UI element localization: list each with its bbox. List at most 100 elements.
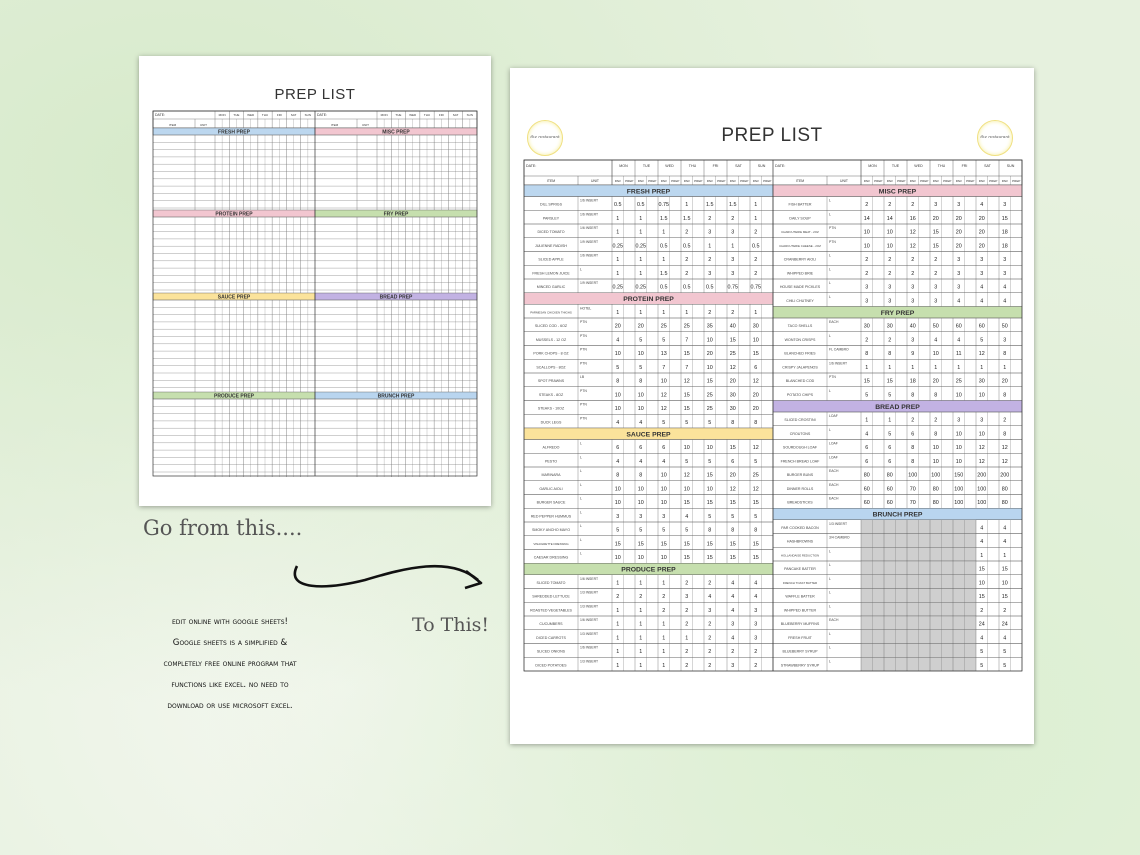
big-day-label: SAT [984, 164, 992, 168]
big-par-value: 10 [684, 445, 690, 451]
big-par-value: 2 [888, 257, 891, 263]
big-par-value: 12 [979, 445, 985, 451]
big-row-unit: L [580, 267, 582, 271]
big-par-value: 30 [979, 379, 985, 385]
big-par-value: 12 [979, 459, 985, 465]
big-par-value: 16 [910, 216, 916, 222]
big-par-value: 2 [685, 580, 688, 586]
big-date-label: DATE: [526, 164, 536, 168]
big-par-value: 8 [616, 473, 619, 479]
big-par-value: 7 [685, 337, 688, 343]
big-par-value: 15 [707, 555, 713, 561]
big-par-value: 12 [684, 379, 690, 385]
big-par-value: 2 [865, 202, 868, 208]
big-day-label: WED [665, 164, 674, 168]
big-par-value: 80 [1002, 486, 1008, 492]
big-par-value: 13 [661, 351, 667, 357]
big-par-value: 15 [684, 541, 690, 547]
big-row-item: DILL SPRIGS [540, 203, 563, 207]
big-par-value: 5 [685, 459, 688, 465]
big-par-value: 70 [910, 486, 916, 492]
big-par-value: 1 [754, 202, 757, 208]
big-section-title: SAUCE PREP [626, 431, 671, 438]
caption-line-3: completely free online program that [163, 659, 297, 669]
big-row-unit: L [580, 552, 582, 556]
big-par-value: 10 [707, 365, 713, 371]
big-par-value: 70 [910, 500, 916, 506]
big-row-item: POTATO CHIPS [787, 393, 814, 397]
big-par-value: 20 [933, 379, 939, 385]
big-par-value: 1 [639, 580, 642, 586]
small-day-label: WED [409, 113, 417, 117]
big-row-unit: LOAF [829, 455, 838, 459]
small-day-label: FRI [277, 113, 282, 117]
big-par-value: 4 [662, 459, 665, 465]
big-par-label: PAR [979, 179, 986, 183]
big-par-value: 8 [731, 528, 734, 534]
big-row-unit: L [829, 334, 831, 338]
big-par-value: 4 [708, 594, 711, 600]
big-par-value: 5 [980, 649, 983, 655]
big-par-value: 18 [1002, 230, 1008, 236]
big-row-item: ALFREDO [543, 446, 560, 450]
big-par-value: 12 [661, 392, 667, 398]
big-par-value: 2 [708, 635, 711, 641]
big-par-value: 4 [731, 580, 734, 586]
big-par-value: 4 [639, 420, 642, 426]
big-par-value: 4 [639, 459, 642, 465]
big-par-value: 5 [639, 528, 642, 534]
big-row-unit: EACH [829, 469, 839, 473]
big-par-value: 2 [1003, 608, 1006, 614]
big-par-value: 6 [662, 445, 665, 451]
big-par-value: 15 [730, 500, 736, 506]
big-par-value: 10 [661, 486, 667, 492]
big-sheet-title: PREP LIST [721, 125, 823, 146]
big-par-value: 6 [731, 459, 734, 465]
big-par-value: 2 [708, 663, 711, 669]
big-par-value: 35 [707, 324, 713, 330]
small-section-title: SAUCE PREP [218, 295, 251, 301]
small-section-title: FRY PREP [384, 212, 409, 218]
big-par-label: PAR [887, 179, 894, 183]
go-from-this-text: Go from this.... [143, 516, 303, 540]
big-row-unit: PTN [580, 320, 587, 324]
big-par-value: 3 [865, 298, 868, 304]
big-par-value: 5 [708, 420, 711, 426]
big-par-value: 4 [731, 635, 734, 641]
big-par-value: 2 [888, 337, 891, 343]
big-par-value: 20 [956, 243, 962, 249]
small-section-title: MISC PREP [382, 130, 410, 136]
big-par-value: 2 [662, 594, 665, 600]
big-row-item: DINNER ROLLS [787, 487, 814, 491]
big-par-value: 100 [954, 500, 963, 506]
big-par-value: 4 [957, 337, 960, 343]
big-table-row [523, 453, 774, 468]
big-par-value: 2 [685, 257, 688, 263]
big-par-value: 5 [754, 514, 757, 520]
big-par-value: 10 [661, 555, 667, 561]
big-row-item: BURGER SAUCE [537, 501, 566, 505]
big-row-item: WHIPPED BUTTER [784, 608, 817, 612]
big-prep-label: PREP [648, 179, 656, 183]
big-par-value: 15 [933, 230, 939, 236]
big-row-unit: L [829, 199, 831, 203]
big-par-label: PAR [707, 179, 714, 183]
small-section-title: FRESH PREP [218, 130, 251, 136]
small-day-label: TUE [233, 113, 239, 117]
big-row-unit: 1/9 INSERT [580, 240, 598, 244]
big-par-value: 10 [661, 379, 667, 385]
big-row-item: CUCUMBERS [539, 622, 563, 626]
big-row-unit: L [829, 632, 831, 636]
big-par-value: 80 [864, 473, 870, 479]
big-par-value: 2 [754, 663, 757, 669]
big-par-value: 5 [616, 528, 619, 534]
big-par-value: 0.5 [660, 243, 668, 249]
big-par-value: 1 [685, 202, 688, 208]
big-day-label: THU [938, 164, 946, 168]
big-row-item: SLICED CROSTINI [784, 418, 815, 422]
big-prep-label: PREP [694, 179, 702, 183]
big-par-value: 12 [910, 243, 916, 249]
big-par-value: 3 [911, 298, 914, 304]
big-par-value: 2 [934, 418, 937, 424]
big-par-value: 1 [616, 608, 619, 614]
